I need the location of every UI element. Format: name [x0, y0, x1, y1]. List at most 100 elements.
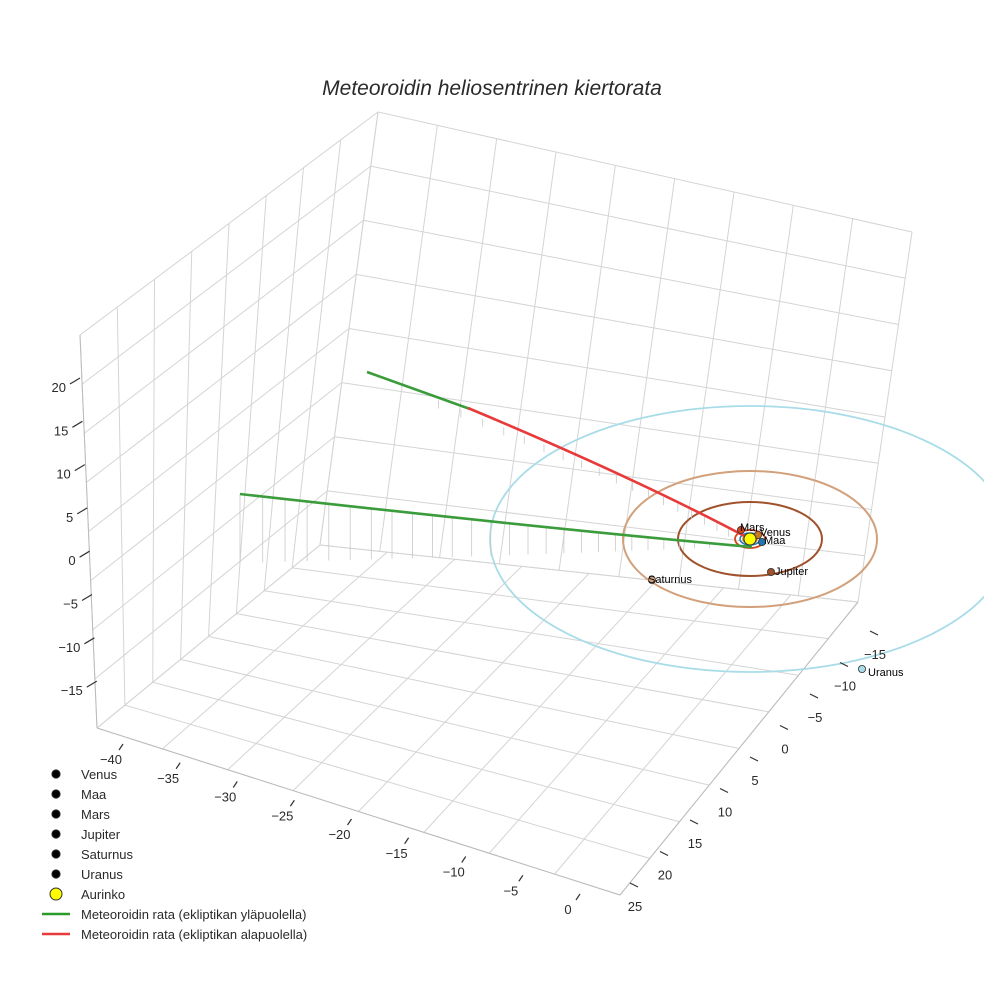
grid-layer — [79, 111, 913, 896]
grid-line — [208, 636, 740, 749]
z-tick-mark — [86, 680, 98, 688]
planet-label-venus: Venus — [760, 527, 791, 539]
legend-label-undefined: Saturnus — [81, 847, 134, 862]
y-tick-label: 25 — [628, 899, 642, 914]
z-tick-mark — [74, 464, 86, 472]
legend-marker-undefined — [51, 869, 61, 879]
x-tick-mark — [289, 799, 295, 807]
z-tick-label: −5 — [63, 597, 78, 612]
grid-line — [341, 382, 879, 464]
orbit-saturn — [622, 470, 878, 608]
legend-label-undefined: Venus — [81, 767, 118, 782]
planet-saturn — [648, 576, 657, 585]
z-tick-mark — [84, 637, 95, 645]
y-tick-label: 0 — [781, 742, 788, 757]
y-tick-mark — [869, 630, 879, 636]
y-tick-label: 20 — [658, 868, 672, 883]
z-tick-mark — [81, 593, 93, 602]
y-axis-line — [619, 601, 859, 896]
z-tick-label: −15 — [61, 683, 83, 698]
x-tick-label: −10 — [443, 865, 465, 880]
grid-line — [124, 704, 650, 859]
z-tick-label: −10 — [58, 640, 80, 655]
legend-label-below: Meteoroidin rata (ekliptikan alapuolella… — [81, 927, 307, 942]
x-tick-label: −20 — [328, 827, 350, 842]
y-tick-label: 5 — [751, 773, 758, 788]
x-axis-line — [96, 727, 621, 896]
legend-label-undefined: Mars — [81, 807, 110, 822]
grid-line — [292, 567, 829, 640]
x-tick-label: −35 — [157, 771, 179, 786]
grid-line — [81, 165, 372, 385]
legend-marker-undefined — [51, 809, 61, 819]
grid-line — [79, 111, 379, 336]
y-tick-label: 10 — [718, 805, 732, 820]
x-tick-label: 0 — [564, 902, 571, 917]
x-tick-label: −30 — [214, 790, 236, 805]
y-tick-mark — [719, 787, 729, 794]
z-tick-label: 10 — [56, 467, 70, 482]
legend: Venus Maa Mars Jupiter Saturnus Uranus Aurinko… — [42, 767, 307, 942]
planet-mars — [737, 526, 746, 535]
sun-marker — [743, 532, 757, 546]
chart-title: Meteoroidin heliosentrinen kiertorata — [322, 77, 662, 100]
x-tick-label: −25 — [271, 808, 293, 823]
z-tick-label: 5 — [66, 510, 73, 525]
x-tick-label: −15 — [386, 846, 408, 861]
grid-line — [264, 590, 799, 676]
legend-marker-undefined — [51, 849, 61, 859]
y-tick-label: −15 — [864, 647, 886, 662]
legend-marker-undefined — [51, 769, 61, 779]
planet-label-uranus: Uranus — [868, 667, 904, 679]
grid-line — [180, 658, 710, 786]
grid-line — [92, 436, 335, 631]
grid-line — [356, 273, 892, 372]
legend-marker-undefined — [51, 829, 61, 839]
grid-line — [152, 681, 680, 823]
z-tick-label: 20 — [52, 380, 66, 395]
z-tick-label: 15 — [54, 423, 68, 438]
orbit-uranus — [489, 405, 984, 673]
y-tick-label: −5 — [808, 710, 823, 725]
x-tick-label: −40 — [100, 752, 122, 767]
grid-line — [370, 165, 906, 279]
grid-line — [348, 328, 886, 418]
y-tick-mark — [629, 882, 639, 888]
grid-line — [363, 219, 899, 325]
legend-label-above: Meteoroidin rata (ekliptikan yläpuolella… — [81, 907, 306, 922]
planet-label-mars: Mars — [740, 522, 765, 534]
trajectory-layer — [239, 370, 753, 563]
z-tick-mark — [76, 507, 88, 515]
grid-line — [319, 544, 859, 603]
trajectory-above-lower — [239, 492, 753, 549]
y-tick-label: −10 — [834, 679, 856, 694]
x-tick-label: −5 — [503, 883, 518, 898]
y-tick-mark — [839, 661, 849, 668]
grid-line — [327, 490, 865, 557]
legend-label-undefined: Uranus — [81, 867, 123, 882]
grid-line — [236, 613, 769, 713]
grid-line — [83, 219, 364, 434]
x-tick-mark — [404, 837, 410, 845]
planet-jupiter — [767, 568, 776, 577]
legend-label-undefined: Maa — [81, 787, 107, 802]
y-tick-label: 15 — [688, 836, 702, 851]
x-tick-mark — [461, 856, 467, 863]
z-tick-mark — [79, 550, 90, 558]
grid-line — [88, 328, 350, 532]
trajectory-below — [467, 406, 753, 542]
x-tick-mark — [232, 781, 238, 788]
x-tick-mark — [575, 893, 581, 901]
grid-line — [94, 490, 328, 680]
grid-line — [90, 382, 343, 582]
x-tick-mark — [518, 874, 524, 882]
grid-line — [377, 111, 913, 233]
planet-earth — [758, 538, 767, 547]
y-tick-mark — [689, 819, 699, 825]
legend-marker-sun — [49, 887, 63, 901]
x-tick-mark — [175, 762, 181, 770]
planet-uranus — [858, 665, 867, 674]
y-tick-mark — [749, 756, 759, 762]
